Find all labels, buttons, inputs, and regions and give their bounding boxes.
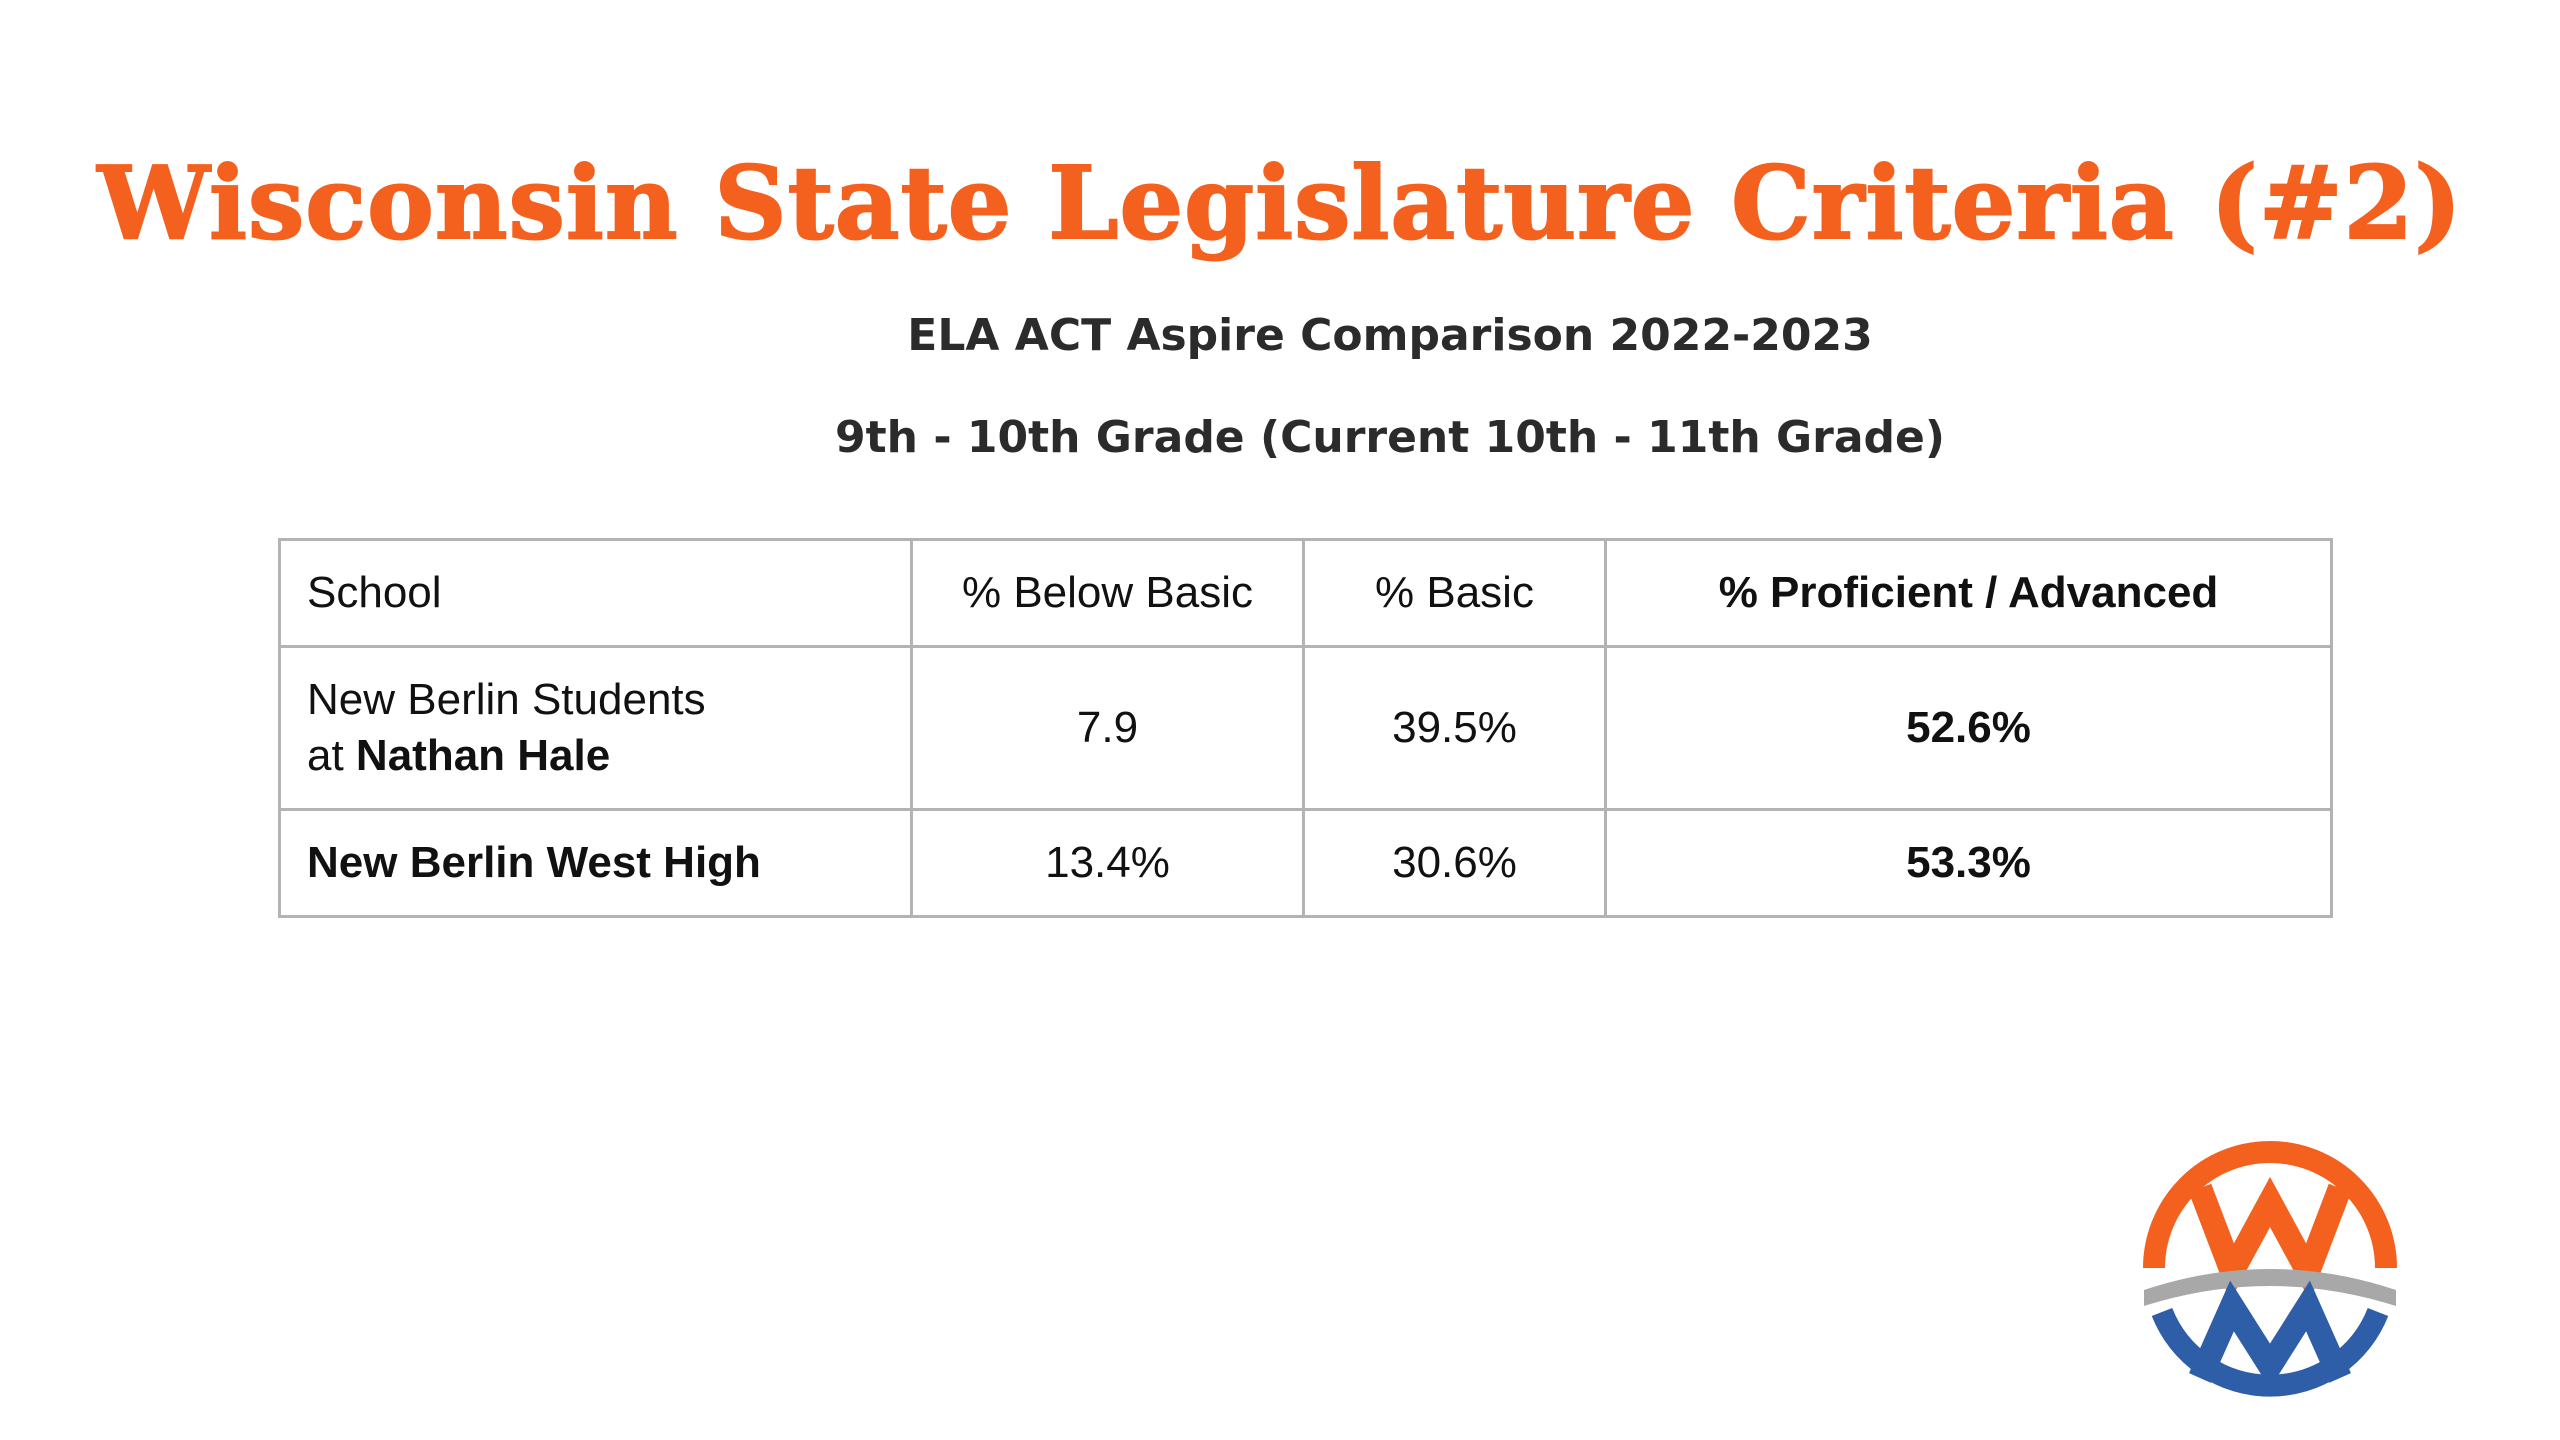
school-cell: New Berlin West High [278, 808, 913, 918]
proficient-advanced-cell: 53.3% [1604, 808, 2333, 918]
school-name-bold: Nathan Hale [355, 731, 611, 780]
comparison-table: School % Below Basic % Basic % Proficien… [278, 538, 2333, 918]
page-title: Wisconsin State Legislature Criteria (#2… [96, 143, 2463, 263]
basic-cell: 39.5% [1302, 645, 1607, 811]
grade-subtitle: 9th - 10th Grade (Current 10th - 11th Gr… [835, 412, 1945, 463]
w-m-circle-logo-icon [2143, 1141, 2397, 1397]
header-basic: % Basic [1302, 538, 1607, 648]
table-row: New Berlin Students at Nathan Hale 7.9 3… [278, 645, 2333, 811]
school-name-line1: New Berlin Students [307, 675, 706, 724]
below-basic-cell: 7.9 [910, 645, 1305, 811]
header-proficient-advanced: % Proficient / Advanced [1604, 538, 2333, 648]
table-subtitle: ELA ACT Aspire Comparison 2022-2023 [907, 310, 1873, 361]
table-header-row: School % Below Basic % Basic % Proficien… [278, 538, 2333, 648]
below-basic-cell: 13.4% [910, 808, 1305, 918]
school-name-line2: at Nathan Hale [307, 728, 884, 784]
proficient-advanced-cell: 52.6% [1604, 645, 2333, 811]
school-cell: New Berlin Students at Nathan Hale [278, 645, 913, 811]
header-school: School [278, 538, 913, 648]
basic-cell: 30.6% [1302, 808, 1607, 918]
table-row: New Berlin West High 13.4% 30.6% 53.3% [278, 808, 2333, 918]
school-name-prefix: at [307, 731, 356, 780]
header-below-basic: % Below Basic [910, 538, 1305, 648]
